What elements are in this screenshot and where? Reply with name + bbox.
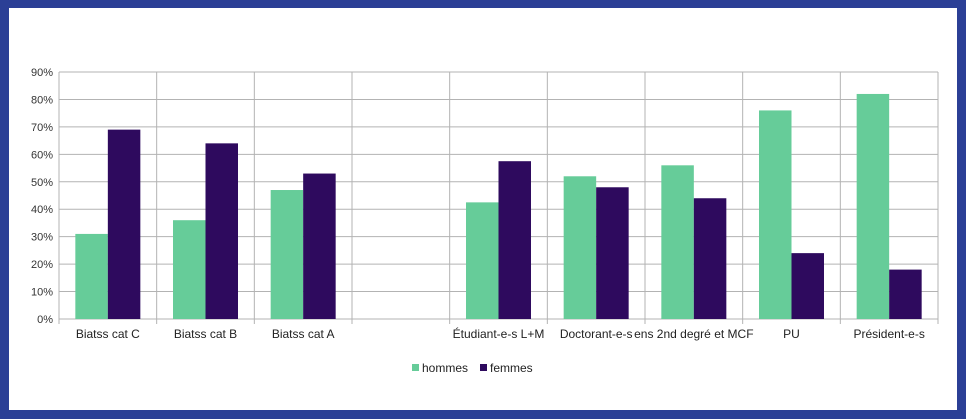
y-tick-label: 90% bbox=[31, 67, 53, 79]
bar-hommes bbox=[563, 176, 597, 319]
bars bbox=[75, 93, 922, 319]
bar-hommes bbox=[856, 93, 890, 319]
y-tick-label: 10% bbox=[31, 287, 53, 299]
x-category-label: Président-e-s bbox=[853, 327, 924, 341]
y-tick-label: 0% bbox=[37, 314, 53, 326]
y-axis: 0% 10% 20% 30% 40% 50% 60% 70% 80% 90% bbox=[31, 67, 53, 326]
x-category-label: Étudiant-e-s L+M bbox=[453, 326, 545, 341]
legend-swatch-hommes bbox=[412, 364, 419, 371]
x-category-label: ens 2nd degré et MCF bbox=[634, 327, 753, 341]
legend-swatch-femmes bbox=[480, 364, 487, 371]
x-category-label: Biatss cat B bbox=[174, 327, 237, 341]
y-tick-label: 80% bbox=[31, 94, 53, 106]
x-category-label: Biatss cat A bbox=[272, 327, 335, 341]
bar-hommes bbox=[75, 233, 108, 319]
bar-femmes bbox=[303, 173, 336, 319]
x-axis: Biatss cat C Biatss cat B Biatss cat A Étud… bbox=[76, 326, 925, 341]
y-tick-label: 40% bbox=[31, 204, 53, 216]
bar-femmes bbox=[693, 198, 727, 319]
x-category-label: Biatss cat C bbox=[76, 327, 140, 341]
bar-femmes bbox=[889, 269, 922, 319]
bar-hommes bbox=[270, 190, 304, 319]
bar-femmes bbox=[596, 187, 629, 319]
bar-chart: 0% 10% 20% 30% 40% 50% 60% 70% 80% 90% Biatss cat… bbox=[31, 67, 939, 375]
bar-femmes bbox=[107, 129, 141, 319]
y-tick-label: 20% bbox=[31, 259, 53, 271]
y-tick-label: 70% bbox=[31, 122, 53, 134]
bar-femmes bbox=[791, 253, 824, 319]
bar-hommes bbox=[466, 202, 499, 319]
legend-label-hommes: hommes bbox=[422, 361, 468, 375]
legend: hommes femmes bbox=[412, 361, 533, 375]
legend-label-femmes: femmes bbox=[490, 361, 533, 375]
y-tick-label: 60% bbox=[31, 149, 53, 161]
x-category-label: Doctorant-e-s bbox=[560, 327, 633, 341]
y-tick-label: 50% bbox=[31, 177, 53, 189]
bar-femmes bbox=[205, 143, 238, 319]
bar-hommes bbox=[661, 165, 694, 319]
chart-frame: 0% 10% 20% 30% 40% 50% 60% 70% 80% 90% Biatss cat… bbox=[9, 8, 957, 410]
bar-hommes bbox=[759, 110, 792, 319]
bar-hommes bbox=[173, 220, 206, 319]
y-tick-label: 30% bbox=[31, 232, 53, 244]
bar-femmes bbox=[498, 161, 531, 319]
x-category-label: PU bbox=[783, 327, 800, 341]
